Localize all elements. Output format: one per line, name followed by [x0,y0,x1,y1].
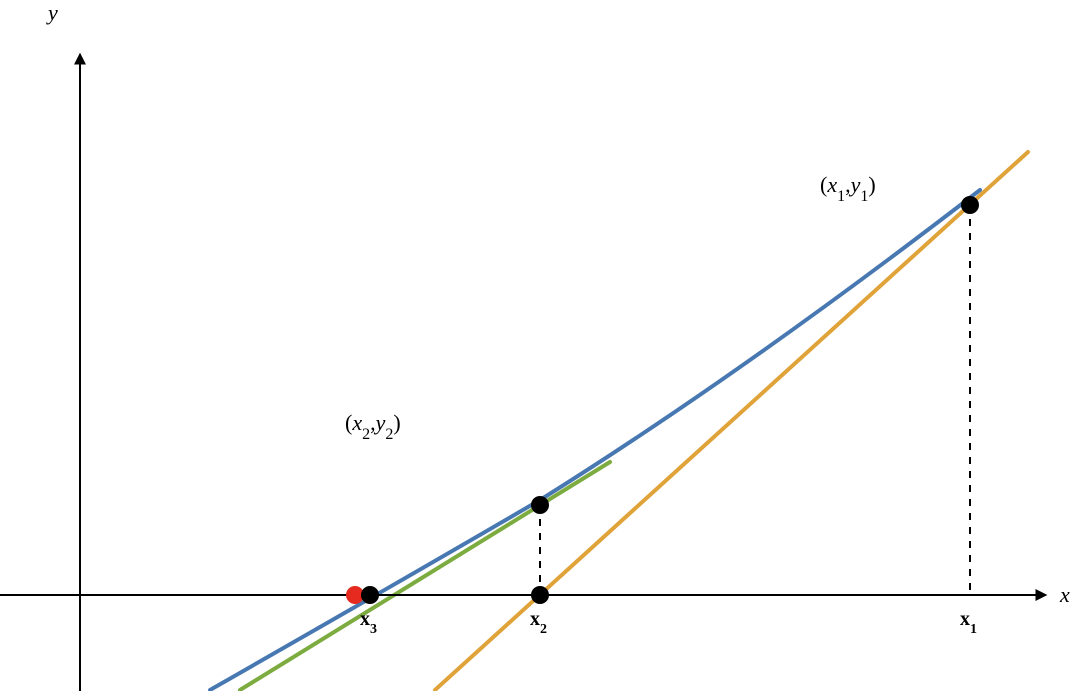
x-axis-label: x [1059,582,1070,607]
point-x1-curve [961,196,979,214]
point-x2-axis [531,586,549,604]
y-axis-label: y [46,0,58,25]
newton-diagram-container: xyx3x2x1(x1,y1)(x2,y2) [0,0,1077,691]
newton-diagram-svg: xyx3x2x1(x1,y1)(x2,y2) [0,0,1077,691]
point-x2-curve [531,496,549,514]
point-x3 [361,586,379,604]
